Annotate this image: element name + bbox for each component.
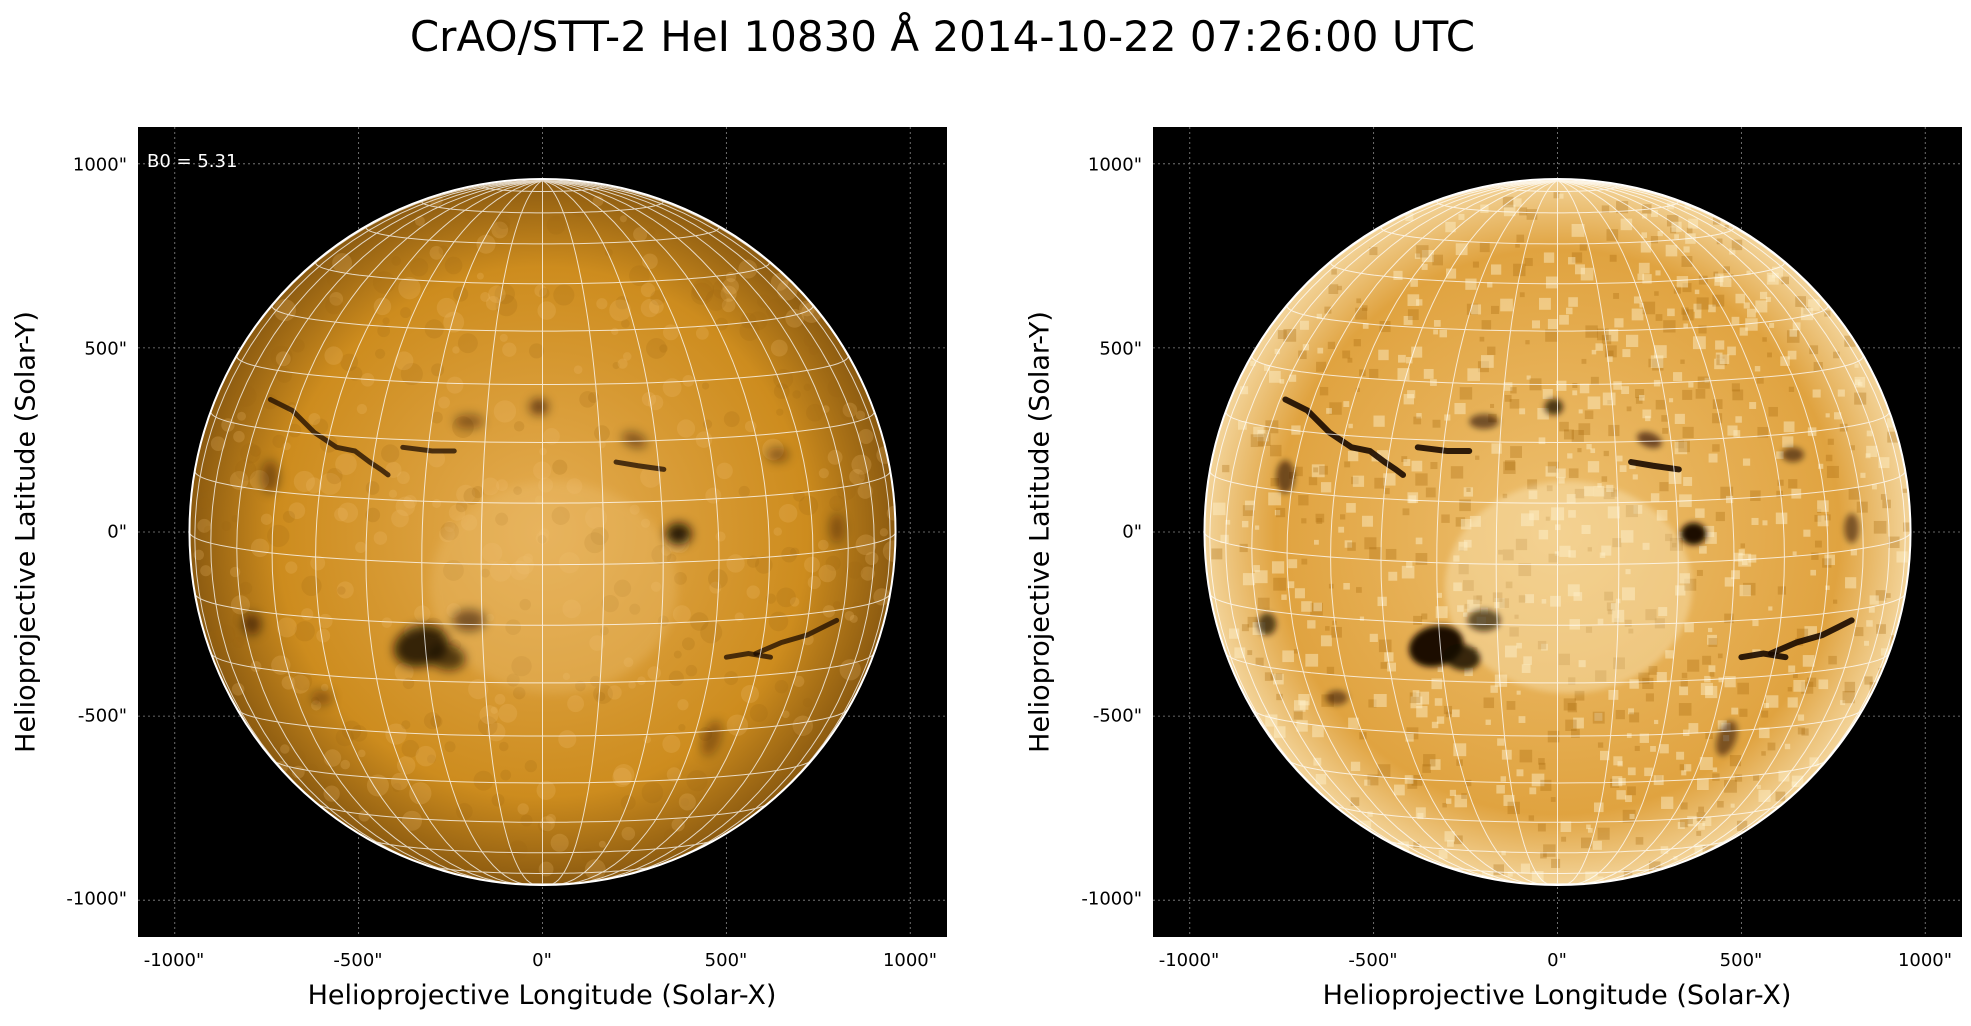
right-x-tick: 0" bbox=[1547, 950, 1567, 971]
heliographic-grid bbox=[189, 180, 896, 886]
right-x-tick: -500" bbox=[1348, 950, 1398, 971]
right-y-tick: 500" bbox=[1099, 338, 1142, 360]
left-y-tick: 500" bbox=[84, 338, 127, 360]
right-y-tick: -1000" bbox=[1081, 888, 1142, 910]
left-y-tick: 0" bbox=[107, 521, 127, 543]
solar-limb bbox=[188, 177, 897, 887]
left-x-axis-label: Helioprojective Longitude (Solar-X) bbox=[307, 980, 777, 1011]
right-map-panel bbox=[1153, 127, 1962, 937]
right-y-tick: 0" bbox=[1122, 521, 1142, 543]
left-solar-image bbox=[138, 127, 947, 937]
b0-annotation: B0 = 5.31 bbox=[147, 151, 238, 172]
disk-texture bbox=[1211, 192, 1911, 886]
disk-texture bbox=[193, 178, 896, 881]
left-x-tick: -1000" bbox=[143, 950, 205, 971]
left-y-axis-label: Helioprojective Latitude (Solar-Y) bbox=[10, 311, 42, 753]
left-x-tick: -500" bbox=[333, 950, 383, 971]
left-y-tick: -500" bbox=[77, 705, 127, 727]
right-x-tick: 500" bbox=[1719, 950, 1763, 971]
left-map-panel: B0 = 5.31 bbox=[138, 127, 947, 937]
right-x-tick: -1000" bbox=[1158, 950, 1220, 971]
left-x-tick: 0" bbox=[532, 950, 552, 971]
right-y-tick: 1000" bbox=[1087, 154, 1142, 176]
left-x-tick: 1000" bbox=[882, 950, 938, 971]
right-x-axis-label: Helioprojective Longitude (Solar-X) bbox=[1322, 980, 1792, 1011]
solar-limb bbox=[1203, 177, 1912, 887]
heliographic-grid bbox=[1204, 180, 1911, 886]
left-y-tick: 1000" bbox=[72, 154, 127, 176]
right-x-tick: 1000" bbox=[1897, 950, 1953, 971]
right-y-tick: -500" bbox=[1092, 705, 1142, 727]
right-y-axis-label: Helioprojective Latitude (Solar-Y) bbox=[1024, 311, 1056, 753]
left-y-tick: -1000" bbox=[66, 888, 127, 910]
left-x-tick: 500" bbox=[704, 950, 748, 971]
right-solar-image bbox=[1153, 127, 1962, 937]
figure-title: CrAO/STT-2 HeI 10830 Å 2014-10-22 07:26:… bbox=[409, 12, 1476, 61]
